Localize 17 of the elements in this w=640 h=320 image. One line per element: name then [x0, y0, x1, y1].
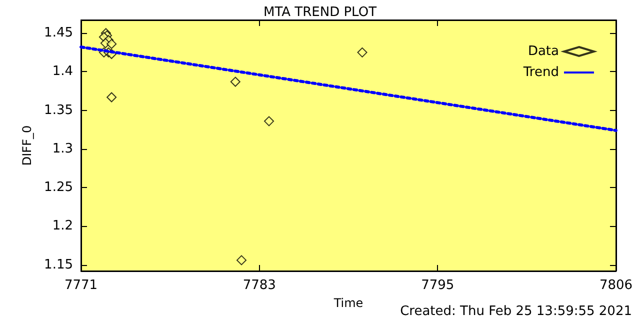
y-tick-label: 1.25 — [44, 180, 73, 196]
y-tick-label: 1.2 — [52, 218, 73, 234]
legend-label: Trend — [522, 65, 559, 80]
x-axis-title: Time — [332, 296, 364, 310]
y-tick-label: 1.3 — [52, 141, 73, 156]
text: Created: Thu Feb 25 13:59:55 2021 — [400, 304, 632, 319]
x-tick-label: 7795 — [421, 278, 454, 293]
x-tick-label: 7806 — [599, 278, 633, 293]
y-tick-label: 1.15 — [44, 257, 73, 272]
chart-title: MTA TREND PLOT — [263, 5, 377, 20]
y-tick-label: 1.4 — [52, 64, 73, 80]
legend-label: Data — [528, 44, 559, 59]
x-tick-label: 7771 — [64, 278, 98, 293]
y-tick-label: 1.35 — [44, 102, 73, 118]
x-tick-label: 7783 — [242, 278, 276, 293]
y-tick-label: 1.45 — [44, 26, 73, 41]
y-axis-title: DIFF_0 — [20, 125, 34, 166]
